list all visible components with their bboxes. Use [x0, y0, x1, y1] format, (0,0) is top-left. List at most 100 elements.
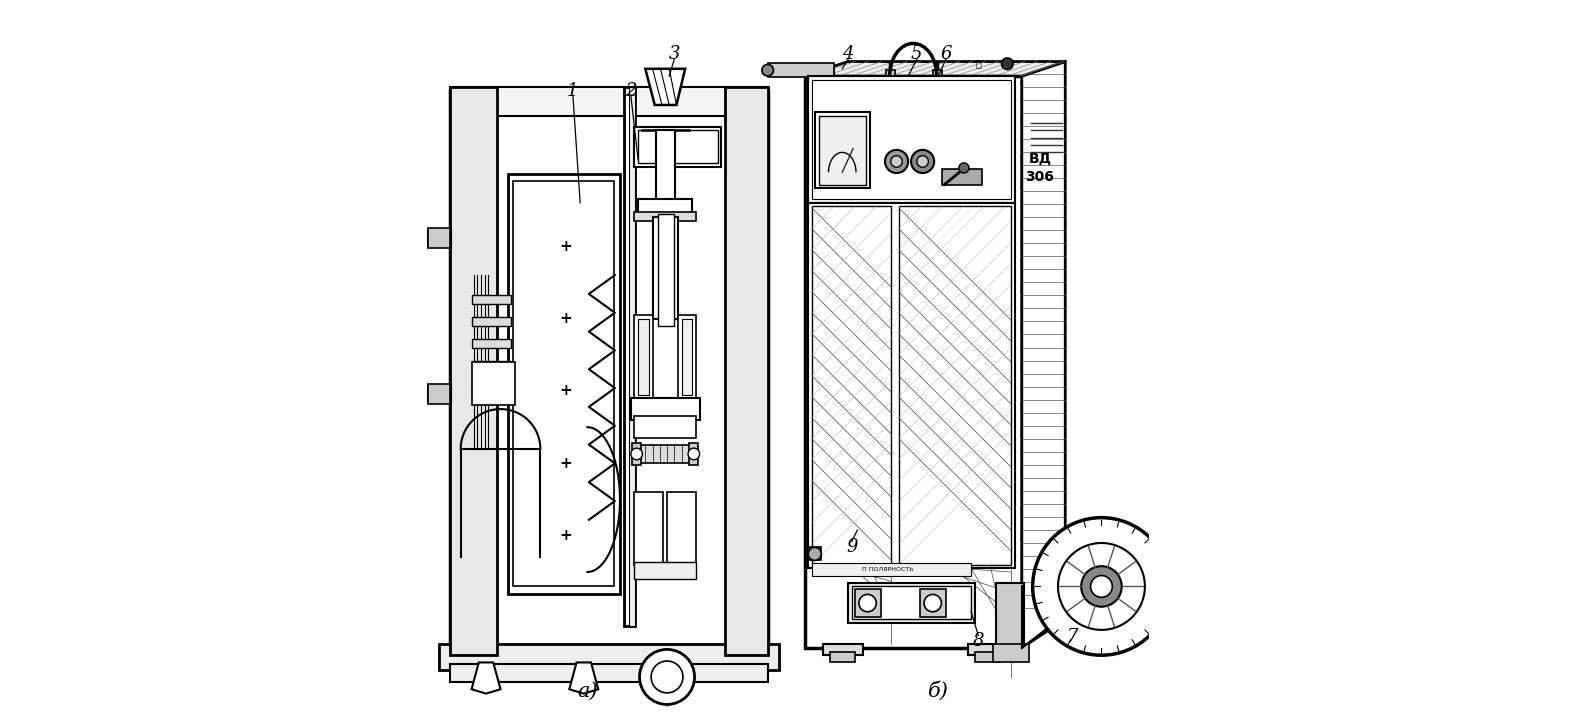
Circle shape — [631, 448, 642, 460]
Bar — [993, 644, 1029, 662]
Bar — [898, 206, 1011, 565]
Bar — [634, 562, 695, 579]
Bar — [678, 315, 695, 398]
Circle shape — [640, 649, 695, 704]
Bar — [472, 339, 511, 348]
Bar — [933, 70, 942, 81]
Bar — [851, 586, 971, 619]
Text: 4: 4 — [842, 46, 854, 63]
Circle shape — [886, 150, 908, 173]
Bar — [428, 386, 451, 402]
Circle shape — [923, 594, 941, 612]
Bar — [809, 76, 1015, 203]
Bar — [809, 547, 821, 560]
Bar — [656, 130, 675, 203]
Text: 8: 8 — [972, 632, 985, 649]
Bar — [689, 443, 698, 465]
Text: +: + — [560, 311, 573, 326]
Bar — [809, 203, 1015, 568]
Bar — [428, 384, 450, 404]
Bar — [472, 362, 514, 405]
Bar — [805, 76, 1022, 648]
Bar — [508, 174, 620, 594]
Text: 2: 2 — [624, 82, 637, 99]
Polygon shape — [472, 662, 500, 694]
Text: 3: 3 — [669, 46, 680, 63]
Bar — [820, 116, 867, 185]
Bar — [472, 361, 511, 369]
Bar — [472, 382, 511, 391]
Circle shape — [1081, 566, 1122, 607]
Bar — [967, 644, 1007, 655]
Bar — [996, 583, 1024, 648]
Text: а): а) — [577, 682, 598, 701]
Circle shape — [809, 547, 821, 560]
Bar — [942, 169, 982, 185]
Circle shape — [890, 156, 903, 167]
Text: 1: 1 — [568, 82, 579, 99]
Text: П ПОЛЯРНОСТЬ: П ПОЛЯРНОСТЬ — [862, 567, 914, 571]
Bar — [768, 66, 834, 75]
Text: 🏆: 🏆 — [975, 58, 982, 68]
Bar — [428, 228, 450, 248]
Circle shape — [687, 448, 700, 460]
Bar — [725, 87, 768, 655]
Bar — [450, 87, 497, 655]
Circle shape — [761, 64, 774, 76]
Bar — [629, 87, 635, 626]
Text: +: + — [560, 456, 573, 471]
Bar — [856, 589, 881, 617]
Bar — [428, 230, 451, 246]
Circle shape — [859, 594, 876, 612]
Bar — [439, 644, 779, 670]
Bar — [472, 295, 511, 304]
Bar — [450, 87, 768, 116]
Bar — [823, 644, 862, 655]
Bar — [634, 492, 664, 565]
Polygon shape — [569, 662, 598, 694]
Bar — [631, 398, 700, 420]
Bar — [658, 214, 673, 326]
Bar — [768, 63, 834, 77]
Bar — [472, 317, 511, 326]
Circle shape — [960, 163, 969, 173]
Circle shape — [917, 156, 928, 167]
Bar — [513, 181, 613, 586]
Bar — [681, 319, 692, 395]
Polygon shape — [1022, 62, 1065, 648]
Text: 7: 7 — [1066, 628, 1078, 646]
Bar — [653, 217, 678, 319]
Text: +: + — [560, 529, 573, 543]
Circle shape — [911, 150, 934, 173]
Circle shape — [1002, 58, 1013, 70]
Circle shape — [651, 661, 683, 693]
Bar — [634, 212, 695, 221]
Bar — [848, 583, 975, 623]
Bar — [450, 90, 768, 655]
Text: +: + — [560, 239, 573, 253]
Text: ВД: ВД — [1029, 152, 1051, 167]
Bar — [887, 70, 895, 81]
Bar — [815, 112, 870, 188]
Text: 306: 306 — [1026, 170, 1054, 185]
Bar — [634, 315, 653, 398]
Bar — [831, 652, 856, 662]
Bar — [812, 206, 892, 565]
Bar — [975, 652, 1000, 662]
Text: 6: 6 — [941, 46, 952, 63]
Bar — [623, 87, 635, 626]
Bar — [634, 416, 695, 438]
Circle shape — [1059, 543, 1145, 630]
Bar — [639, 199, 692, 217]
Polygon shape — [645, 69, 686, 105]
Bar — [639, 319, 650, 395]
Circle shape — [1090, 576, 1112, 597]
Polygon shape — [805, 62, 1065, 76]
Bar — [639, 130, 717, 163]
Bar — [634, 445, 695, 463]
Bar — [920, 589, 945, 617]
Bar — [812, 563, 971, 576]
Bar — [632, 443, 640, 465]
Text: +: + — [560, 384, 573, 398]
Bar — [634, 127, 722, 167]
